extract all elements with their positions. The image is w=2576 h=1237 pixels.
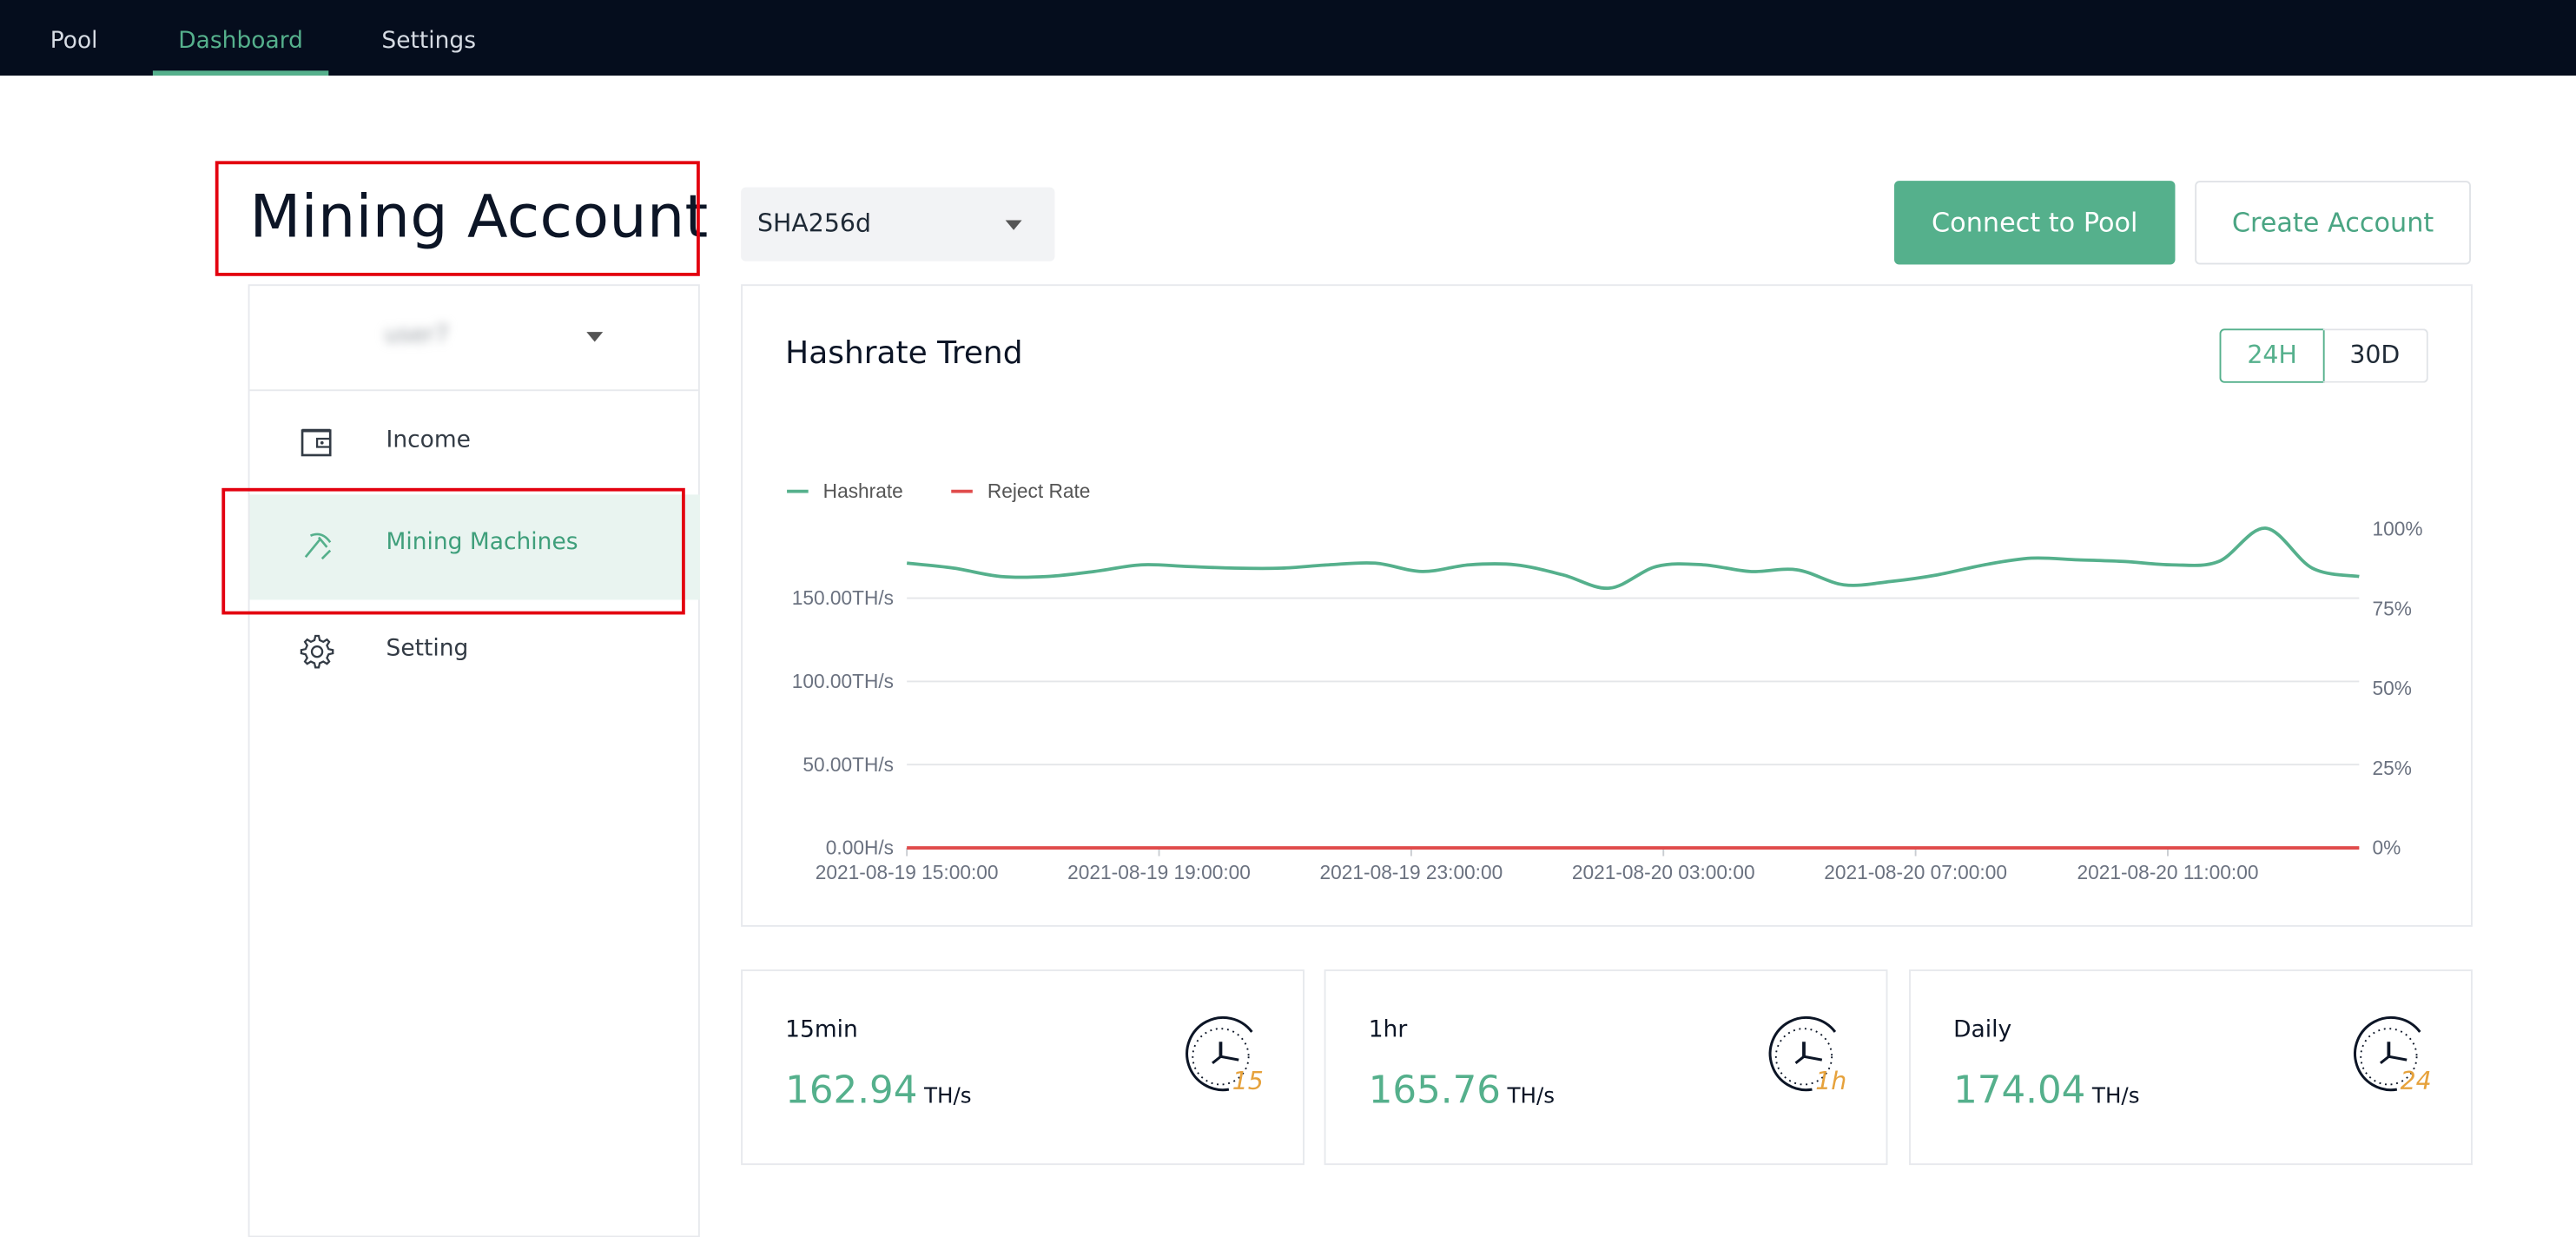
clock-label: 1h	[1815, 1066, 1847, 1096]
y-tick-label-left: 50.00TH/s	[803, 753, 894, 776]
range-24h-button[interactable]: 24H	[2219, 328, 2325, 383]
page-title: Mining Account	[249, 183, 709, 252]
y-axis-left: 0.00H/s 50.00TH/s 100.00TH/s 150.00TH/s	[792, 586, 894, 859]
y-tick-label-right: 50%	[2372, 677, 2411, 699]
stat-unit: TH/s	[2091, 1084, 2140, 1109]
user-name: user7	[384, 321, 450, 349]
x-tick-label: 2021-08-19 19:00:00	[1067, 861, 1251, 883]
hashrate-chart-card	[741, 284, 2473, 927]
connect-to-pool-button[interactable]: Connect to Pool	[1894, 181, 2176, 265]
highlight-box-title	[215, 161, 700, 276]
y-tick-label-right: 25%	[2372, 757, 2411, 779]
clock-icon	[2354, 1015, 2421, 1092]
stat-card-1hr: 1hr 165.76 TH/s 1h	[1324, 969, 1888, 1166]
sidebar-item-setting[interactable]: Setting	[250, 601, 700, 704]
pickaxe-icon	[304, 533, 332, 560]
sidebar-item-mining-machines[interactable]: Mining Machines	[249, 494, 700, 600]
sidebar-item-label: Mining Machines	[386, 529, 578, 556]
stat-unit: TH/s	[1507, 1084, 1556, 1109]
stat-number: 162.94	[785, 1069, 918, 1113]
clock-label: 15	[1232, 1066, 1264, 1096]
user-selector[interactable]: user7	[249, 286, 698, 392]
algorithm-value: SHA256d	[757, 208, 871, 239]
series-line-hashrate	[906, 526, 2360, 590]
y-tick-label-right: 75%	[2372, 597, 2411, 619]
highlight-box-mining-machines	[221, 487, 685, 615]
y-tick-label-left: 100.00TH/s	[792, 670, 894, 692]
sidebar-item-label: Setting	[386, 636, 469, 663]
sidebar-item-label: Income	[386, 427, 471, 454]
clock-icon	[1186, 1015, 1253, 1092]
range-30d-button[interactable]: 30D	[2322, 328, 2428, 383]
stat-card-15min: 15min 162.94 TH/s 15	[741, 969, 1305, 1166]
active-tab-indicator	[152, 70, 329, 76]
stat-value: 165.76 TH/s	[1369, 1069, 1555, 1112]
legend-label-reject-rate: Reject Rate	[987, 480, 1091, 502]
chevron-down-icon	[1005, 220, 1022, 230]
nav-tab-pool[interactable]: Pool	[50, 28, 98, 55]
gear-icon	[300, 634, 334, 669]
x-tick-label: 2021-08-20 11:00:00	[2077, 861, 2258, 883]
chart-title: Hashrate Trend	[785, 334, 1023, 372]
x-tick-label: 2021-08-20 03:00:00	[1572, 861, 1755, 883]
x-tick-label: 2021-08-19 15:00:00	[816, 861, 999, 883]
chart-series	[906, 526, 2360, 850]
sidebar: user7 Income Mining Machines	[248, 284, 700, 1237]
y-axis-right: 0% 25% 50% 75% 100%	[2372, 518, 2422, 859]
nav-tab-dashboard[interactable]: Dashboard	[178, 28, 303, 55]
stat-number: 165.76	[1368, 1069, 1501, 1113]
x-tick-label: 2021-08-20 07:00:00	[1824, 861, 2007, 883]
y-tick-label-right: 100%	[2372, 518, 2422, 540]
y-tick-label-left: 150.00TH/s	[792, 586, 894, 609]
clock-label: 24	[2400, 1066, 2432, 1096]
stat-value: 162.94 TH/s	[785, 1069, 971, 1112]
stat-label: 1hr	[1368, 1016, 1408, 1044]
top-nav-bar: Pool Dashboard Settings	[0, 0, 2576, 76]
chart-grid	[906, 597, 2360, 857]
wallet-icon	[301, 428, 332, 457]
legend-label-hashrate: Hashrate	[823, 480, 903, 502]
stat-number: 174.04	[1953, 1069, 2086, 1113]
algorithm-select[interactable]: SHA256d	[741, 187, 1055, 261]
chart-legend: Hashrate Reject Rate	[787, 480, 1090, 502]
chevron-down-icon	[586, 332, 604, 342]
y-tick-label-left: 0.00H/s	[826, 837, 894, 859]
create-account-button[interactable]: Create Account	[2195, 181, 2471, 265]
stat-value: 174.04 TH/s	[1953, 1069, 2139, 1112]
x-tick-label: 2021-08-19 23:00:00	[1320, 861, 1503, 883]
y-tick-label-right: 0%	[2372, 837, 2401, 859]
stat-label: Daily	[1953, 1016, 2012, 1044]
stat-card-daily: Daily 174.04 TH/s 24	[1909, 969, 2473, 1166]
clock-icon	[1768, 1015, 1837, 1092]
nav-tab-settings[interactable]: Settings	[381, 28, 477, 55]
stat-unit: TH/s	[923, 1084, 972, 1109]
sidebar-item-income[interactable]: Income	[250, 393, 700, 496]
stat-label: 15min	[785, 1016, 858, 1044]
x-axis: 2021-08-19 15:00:00 2021-08-19 19:00:00 20…	[816, 861, 2259, 883]
